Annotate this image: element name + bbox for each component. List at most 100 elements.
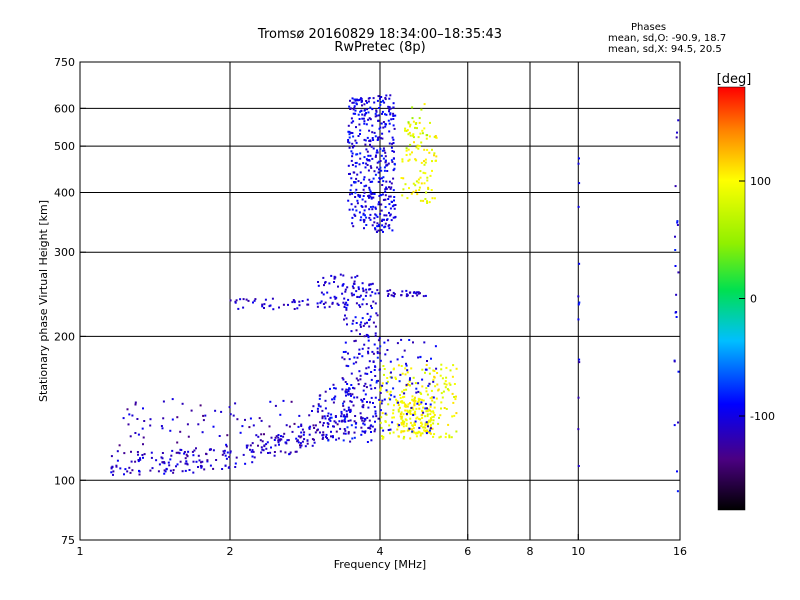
data-point (344, 390, 347, 393)
data-point (353, 356, 356, 359)
data-point (347, 124, 350, 127)
data-point (360, 101, 363, 103)
data-point (427, 384, 430, 387)
data-point (134, 401, 137, 404)
data-point (419, 355, 422, 358)
data-point (251, 461, 254, 464)
data-point (379, 126, 382, 129)
data-point (143, 420, 146, 422)
data-point (356, 199, 359, 202)
data-point (377, 114, 380, 117)
data-point (354, 205, 357, 208)
data-point (384, 194, 387, 197)
data-point (416, 193, 419, 196)
data-point (365, 303, 368, 306)
data-point (330, 435, 332, 438)
data-point (359, 110, 362, 113)
data-point (367, 100, 370, 103)
data-point (351, 164, 354, 166)
data-point (369, 384, 372, 387)
data-point (428, 135, 431, 138)
data-point (379, 97, 381, 100)
data-point (420, 398, 423, 401)
data-point (385, 389, 388, 392)
data-point (380, 100, 383, 103)
data-point (345, 301, 348, 304)
data-point (374, 387, 377, 390)
phases-label: Phases (631, 22, 667, 33)
data-point (335, 438, 338, 441)
data-point (149, 469, 152, 472)
data-point (423, 127, 426, 130)
data-point (381, 382, 384, 385)
data-point (440, 392, 443, 395)
data-point (363, 209, 366, 212)
data-point (421, 368, 424, 371)
data-point (420, 141, 423, 144)
data-point (362, 188, 365, 191)
data-point (677, 421, 679, 424)
data-point (349, 172, 351, 175)
data-point (422, 171, 425, 174)
data-point (415, 391, 418, 394)
data-point (385, 382, 388, 385)
data-point (401, 160, 404, 163)
data-point (373, 221, 376, 224)
data-point (361, 282, 364, 285)
data-point (297, 435, 300, 438)
data-point (361, 405, 364, 408)
data-point (390, 394, 393, 397)
data-point (430, 423, 432, 426)
data-point (142, 407, 144, 410)
data-point (128, 466, 131, 469)
data-point (429, 425, 432, 428)
data-point (344, 288, 347, 291)
data-point (425, 364, 428, 366)
data-point (376, 99, 379, 102)
data-point (363, 385, 366, 387)
data-point (675, 311, 678, 313)
data-point (377, 95, 380, 98)
data-point (385, 413, 388, 416)
data-point (329, 416, 332, 419)
data-point (432, 422, 435, 425)
data-point (360, 109, 363, 112)
data-point (326, 437, 328, 440)
data-point (171, 449, 174, 452)
data-point (214, 409, 217, 412)
data-point (426, 176, 429, 179)
data-point (360, 416, 363, 419)
data-point (366, 372, 369, 375)
data-point (356, 98, 359, 101)
data-point (376, 289, 379, 292)
data-point (374, 396, 377, 399)
data-point (366, 312, 369, 315)
data-point (376, 314, 379, 317)
data-point (377, 292, 380, 295)
data-point (343, 306, 346, 308)
data-point (371, 131, 374, 134)
data-point (427, 425, 429, 428)
data-point (328, 282, 331, 285)
data-point (369, 106, 372, 109)
data-point (364, 214, 366, 217)
data-point (418, 145, 421, 148)
data-point (150, 456, 153, 459)
data-point (273, 451, 276, 453)
data-point (393, 199, 395, 202)
data-point (350, 372, 353, 375)
data-point (322, 303, 325, 305)
data-point (249, 448, 251, 451)
data-point (229, 413, 232, 416)
data-point (343, 414, 346, 417)
data-point (388, 106, 391, 109)
data-point (411, 382, 414, 385)
data-point (374, 115, 377, 118)
data-point (393, 127, 396, 130)
data-point (347, 199, 350, 202)
data-point (266, 441, 269, 444)
data-point (215, 459, 218, 461)
data-point (199, 404, 202, 407)
data-point (439, 414, 442, 417)
data-point (401, 290, 404, 293)
